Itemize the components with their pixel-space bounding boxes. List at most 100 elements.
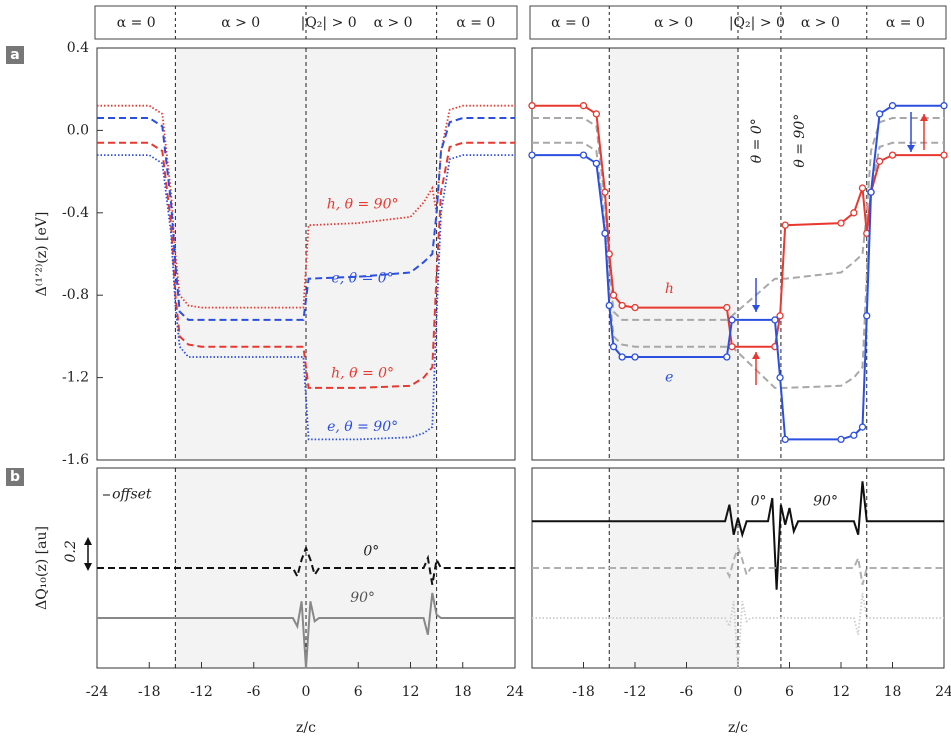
annotation: 0° [363,543,379,559]
header-label: α = 0 [456,15,495,31]
series-line [532,481,944,590]
x-axis-label: z/c [728,720,748,736]
x-tick-label: 24 [935,684,951,700]
x-tick-label: 12 [402,684,420,700]
series-marker [858,423,867,431]
header-label: α = 0 [886,15,925,31]
series-marker [579,151,588,159]
shaded-region [609,48,738,460]
series-line [532,545,944,585]
header-label: |Q₂| > 0 [301,15,357,31]
annotation: h, θ = 90° [327,197,399,213]
y-axis-label: Δ⁽¹’²⁾(z) [eV] [34,212,50,297]
panel: h e θ = 0° θ = 90° [528,47,948,461]
series-marker [631,303,639,312]
series-marker [940,151,948,159]
series-marker [940,102,948,110]
series-marker [528,151,536,159]
x-tick-label: -6 [247,684,261,700]
annotation: h, θ = 0° [331,365,394,381]
x-tick-label: 0 [302,684,311,700]
annotation: e [665,370,673,386]
panel: -24 -18 -12 -6 0 6 12 18 24 z/c ΔQ₁₀(z) [au] offset… [34,467,524,736]
series-marker [723,353,731,361]
series-marker [605,301,613,310]
x-tick-label: 6 [785,684,794,700]
annotation: h [665,281,674,297]
x-tick-label: 18 [454,684,472,700]
shaded-region [609,468,738,668]
series-marker [528,102,536,110]
y-tick-label: -1.6 [62,452,89,468]
x-tick-label: -18 [138,684,161,700]
series-line [532,592,944,669]
x-tick-label: -24 [86,684,109,700]
x-tick-label: 0 [734,684,743,700]
x-tick-label: 18 [884,684,902,700]
x-tick-label: 12 [832,684,850,700]
annotation: 90° [813,493,838,509]
annotation: 0.2 [63,540,79,562]
series-marker [850,431,858,439]
series-marker [631,353,639,361]
series-marker [579,102,588,110]
arrow-head [920,114,928,121]
series-line [97,545,515,585]
series-line [97,104,515,309]
header-box [529,5,947,40]
y-tick-label: 0.4 [67,40,89,56]
series-line [532,117,944,321]
y-tick-label: -0.4 [62,205,89,221]
series-marker [858,184,867,192]
x-tick-label: -12 [190,684,213,700]
header-label: α > 0 [654,15,693,31]
x-tick-label: -18 [572,684,595,700]
series-marker [850,209,858,217]
series-marker [781,435,789,444]
series-marker [609,291,618,299]
series-line [97,117,515,321]
series-marker [776,312,784,320]
header-label: α > 0 [801,15,840,31]
x-tick-label: -6 [680,684,694,700]
x-tick-label: -12 [624,684,647,700]
series-marker [888,102,897,110]
panel-letter-box [6,46,24,64]
annotation: θ = 90° [792,114,808,168]
series-marker [875,110,884,118]
y-tick-label: -1.2 [62,370,89,386]
series-marker [618,353,626,361]
arrow-head [84,563,92,571]
series-marker [837,435,845,444]
x-tick-label: 6 [354,684,363,700]
series-marker [618,301,626,310]
series-marker [867,188,875,196]
panel-letter: a [10,47,19,63]
arrow-head [84,537,92,545]
series-line [97,154,515,441]
series-marker [863,312,871,320]
series-marker [609,343,618,351]
series-marker [728,343,736,351]
series-marker [601,229,609,238]
series-marker [771,316,779,324]
header-label: α = 0 [117,15,156,31]
panel: 0.4 0.0 -0.4 -0.8 -1.2 -1.6 Δ⁽¹’²⁾(z) [eV] h, θ… [34,40,516,468]
arrow-head [907,145,915,152]
annotation: offset [112,487,152,503]
series-marker [837,219,845,227]
series-marker [776,373,784,382]
header-label: α > 0 [221,15,260,31]
annotation: 0° [751,493,767,509]
y-axis-label: ΔQ₁₀(z) [au] [34,526,50,610]
y-tick-label: -0.8 [62,287,89,303]
series-marker [875,157,884,165]
panel-letter-box [6,468,24,486]
series-line [97,592,515,669]
y-tick-label: 0.0 [67,122,89,138]
arrow-head [752,305,760,312]
series-marker [592,159,601,168]
series-marker [592,110,601,118]
series-marker [888,151,897,159]
